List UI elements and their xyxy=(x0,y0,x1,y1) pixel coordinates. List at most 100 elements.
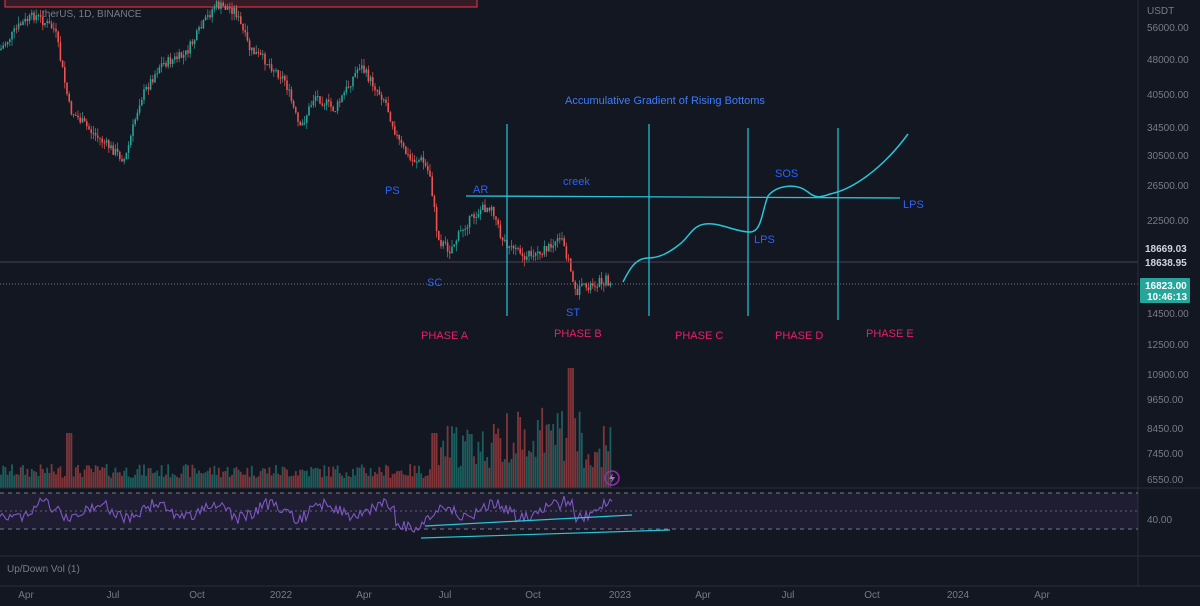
candle-body xyxy=(90,129,92,133)
volume-bar xyxy=(96,466,99,488)
time-axis[interactable]: Apr Jul Oct 2022 Apr Jul Oct 2023 Apr Jul Oct 2024 A… xyxy=(18,590,1050,601)
volume-bar xyxy=(558,428,561,488)
price-axis[interactable]: 56000.00 48000.00 40500.00 34500.00 30500.00… xyxy=(1147,23,1189,486)
volume-bar xyxy=(264,468,266,488)
candle-body xyxy=(279,77,282,79)
volume-bar xyxy=(442,440,445,488)
candle-body xyxy=(325,99,328,105)
candle-body xyxy=(94,132,97,136)
rsi-trendline-upper[interactable] xyxy=(424,514,633,527)
candle-body xyxy=(523,256,526,260)
candle-body xyxy=(400,139,403,144)
price-tick-label: 8450.00 xyxy=(1147,424,1184,435)
alert-lightning-icon[interactable] xyxy=(604,470,620,486)
price-badge-2-bg xyxy=(1140,256,1190,269)
creek-line[interactable] xyxy=(465,195,901,199)
candle-body xyxy=(409,154,411,160)
time-tick-label: Apr xyxy=(1034,590,1050,601)
candle-body xyxy=(281,76,284,79)
candle-body xyxy=(226,7,229,10)
volume-bar xyxy=(365,473,368,488)
candle-body xyxy=(396,134,398,136)
candle-body xyxy=(314,96,317,101)
candle-body xyxy=(28,14,31,22)
candle-body xyxy=(460,230,462,232)
candle-body xyxy=(374,86,376,91)
candle-body xyxy=(114,148,117,155)
volume-bar xyxy=(578,411,581,488)
candle-body xyxy=(413,159,416,163)
candle-body xyxy=(116,148,119,152)
candle-body xyxy=(270,64,273,72)
candle-body xyxy=(350,86,352,88)
volume-bar xyxy=(499,438,502,488)
volume-bar xyxy=(521,449,524,488)
candle-body xyxy=(59,42,62,61)
candle-body xyxy=(365,69,367,73)
price-tick-label: 6550.00 xyxy=(1147,475,1184,486)
volume-bar xyxy=(180,473,183,488)
volume-bar xyxy=(446,425,449,488)
candle-body xyxy=(387,102,389,113)
current-price-badge: 16823.00 xyxy=(1145,281,1187,292)
volume-bar xyxy=(587,454,590,488)
volume-bar xyxy=(44,472,46,488)
volume-bar xyxy=(140,475,143,488)
volume-bar xyxy=(400,470,403,488)
candle-body xyxy=(594,285,596,287)
volume-bar xyxy=(134,474,137,488)
candle-body xyxy=(440,239,442,247)
volume-bar xyxy=(583,467,585,488)
candle-body xyxy=(541,254,543,256)
candle-body xyxy=(598,278,601,288)
volume-bar xyxy=(268,467,271,488)
candle-body xyxy=(211,9,213,18)
top-rectangle-drawing[interactable] xyxy=(4,0,478,8)
volume-bar xyxy=(473,456,475,488)
candle-body xyxy=(334,110,337,112)
candle-body xyxy=(475,216,477,218)
candle-body xyxy=(171,59,174,64)
volume-bar xyxy=(176,476,178,488)
candle-body xyxy=(48,21,51,24)
candle-body xyxy=(110,145,112,149)
volume-bar xyxy=(41,469,44,488)
candle-body xyxy=(561,238,563,240)
volume-bar xyxy=(440,447,442,488)
volume-bar xyxy=(110,477,112,488)
volume-bar xyxy=(591,467,594,488)
candle-body xyxy=(545,245,548,252)
candle-body xyxy=(112,145,114,155)
candle-body xyxy=(301,122,304,126)
projection-curve[interactable] xyxy=(622,133,909,283)
time-tick-label: Apr xyxy=(695,590,711,601)
volume-bar xyxy=(512,442,515,488)
volume-bar xyxy=(198,470,200,488)
volume-bar xyxy=(547,423,550,488)
candle-body xyxy=(55,28,57,32)
candle-body xyxy=(251,47,253,51)
candle-body xyxy=(22,21,24,25)
volume-bar xyxy=(35,471,38,488)
candle-body xyxy=(176,56,178,60)
volume-bar xyxy=(448,457,451,488)
candle-body xyxy=(574,281,576,289)
candle-body xyxy=(376,90,378,92)
candle-body xyxy=(68,93,70,102)
candle-body xyxy=(123,159,125,162)
volume-bar xyxy=(363,467,365,488)
candle-body xyxy=(339,101,341,103)
candle-body xyxy=(358,68,361,70)
rsi-trendline-lower[interactable] xyxy=(420,529,671,539)
candle-body xyxy=(31,12,33,15)
candle-body xyxy=(147,86,150,90)
volume-bar xyxy=(341,475,343,488)
rsi-band xyxy=(0,493,1138,529)
candle-body xyxy=(394,126,396,135)
candle-body xyxy=(99,137,101,139)
phase-d-label: PHASE D xyxy=(775,330,823,342)
volume-bar xyxy=(308,476,310,488)
candle-body xyxy=(174,56,176,60)
candle-body xyxy=(504,239,506,241)
